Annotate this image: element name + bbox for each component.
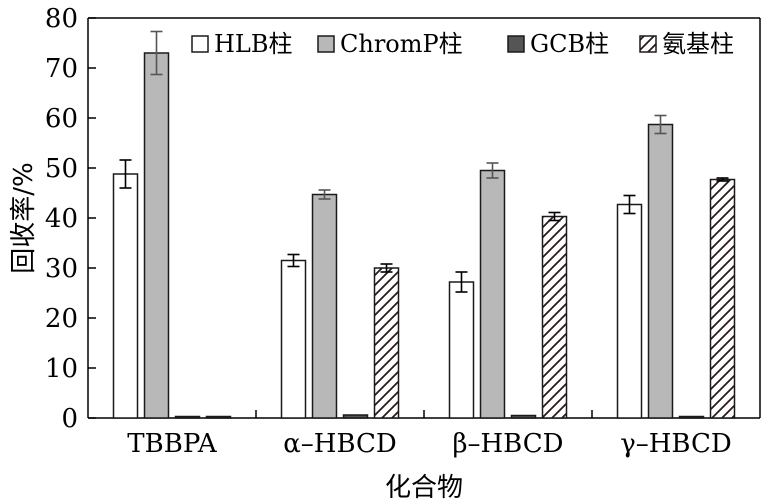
y-axis-title: 回收率/% [9,162,39,273]
bar [280,259,307,419]
legend-label: GCB柱 [530,30,609,58]
bar [205,415,232,419]
error-bar [486,162,499,179]
bar [647,123,674,419]
error-bar [380,263,393,273]
error-bar [150,30,163,76]
x-tick-label: β–HBCD [452,429,563,459]
bar [143,52,170,419]
bar [342,414,369,419]
legend-swatch [507,35,525,53]
legend-label: ChromP柱 [340,30,463,58]
error-bar [654,114,667,135]
y-tick-label: 20 [45,304,78,334]
error-bar [716,177,729,182]
axes: 0 10 20 30 40 50 60 70 80 TBBPA α–HBCD β–HBCD γ–HBCD [45,4,761,459]
y-tick-label: 70 [45,54,78,84]
x-tick-label: γ–HBCD [620,429,732,459]
bar [448,281,475,419]
legend-swatch [191,35,209,53]
bar [479,169,506,419]
error-bar [318,189,331,200]
bar [616,203,643,419]
bar [373,267,400,419]
legend-label: 氨基柱 [662,30,734,58]
legend-swatch [639,35,657,53]
y-tick-label: 60 [45,104,78,134]
error-bar [623,194,636,215]
y-tick-label: 80 [45,4,78,34]
bar [709,178,736,419]
legend-label: HLB柱 [214,30,293,58]
bar [311,193,338,419]
x-tick-label: α–HBCD [283,429,397,459]
bar [174,415,201,419]
y-tick-label: 50 [45,154,78,184]
x-axis-title: 化合物 [385,473,463,503]
x-tick-label: TBBPA [127,429,218,459]
y-tick-label: 0 [61,404,78,434]
error-bar [455,271,468,293]
y-tick-label: 30 [45,254,78,284]
bar [112,173,139,419]
y-tick-label: 40 [45,204,78,234]
bar [541,215,568,419]
legend-swatch [317,35,335,53]
y-tick-label: 10 [45,354,78,384]
error-bar [119,159,132,189]
bars [112,30,736,419]
bar [510,414,537,419]
error-bar [548,211,561,222]
bar [678,415,705,419]
legend: HLB柱 ChromP柱 GCB柱 氨基柱 [191,30,734,58]
error-bar [287,253,300,268]
